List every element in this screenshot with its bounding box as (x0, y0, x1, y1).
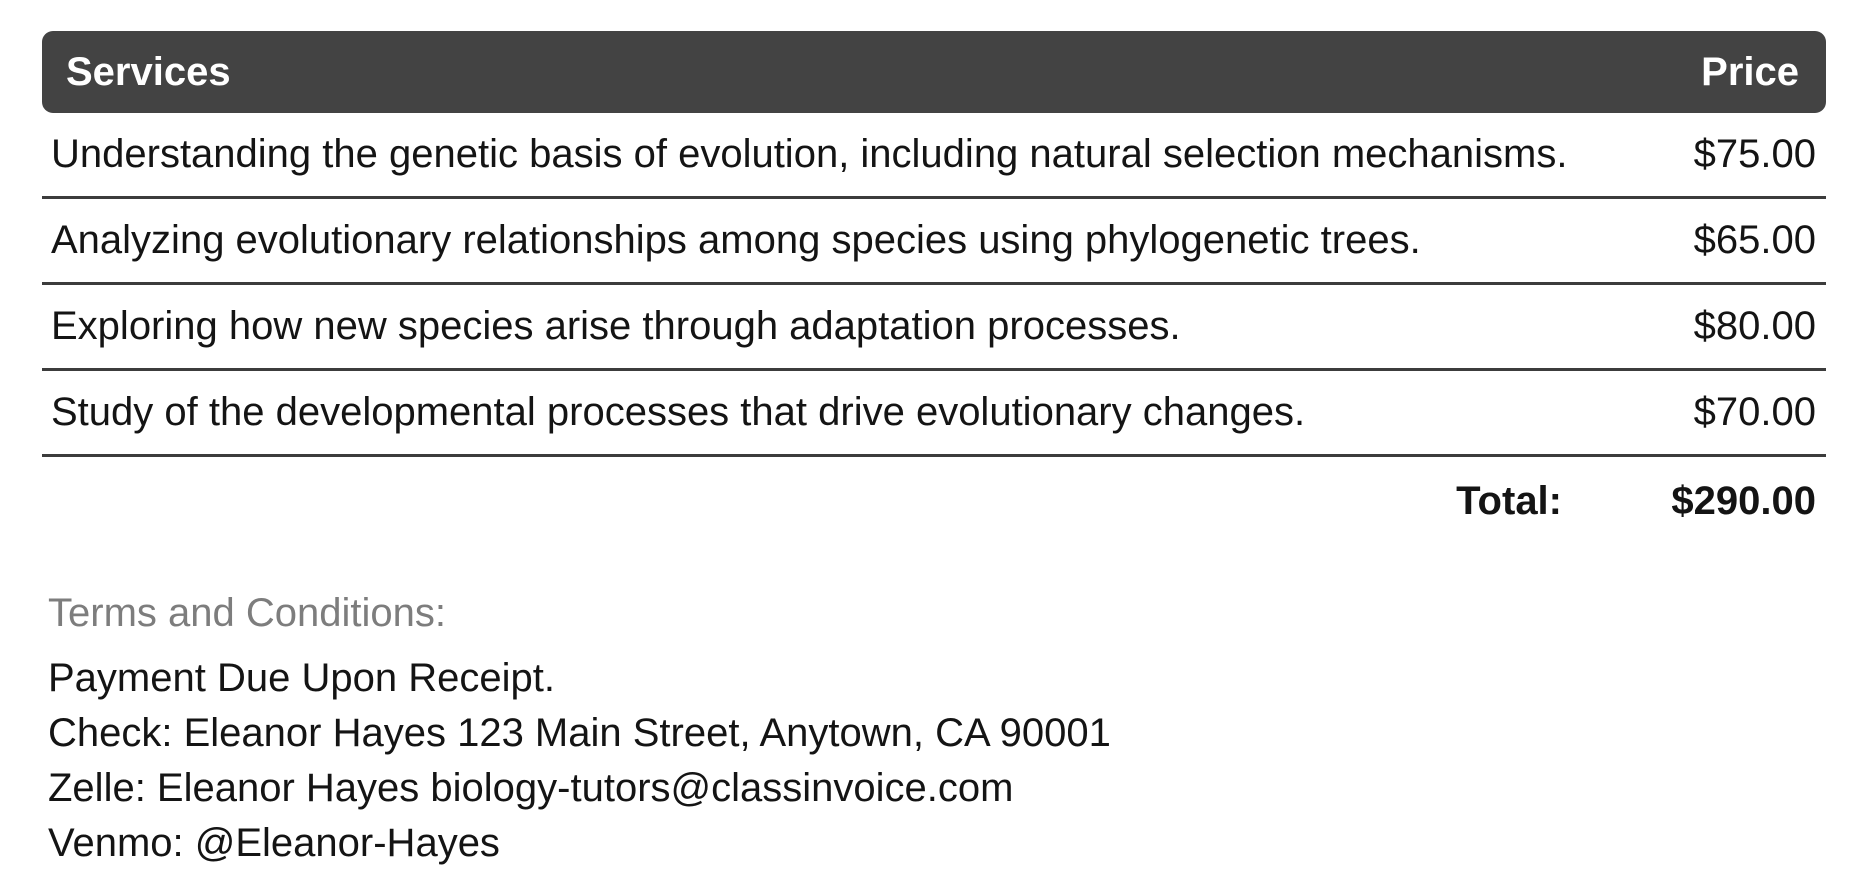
total-amount: $290.00 (1671, 478, 1816, 523)
price-cell: $65.00 (1693, 218, 1816, 262)
table-header-row: Services Price (42, 31, 1826, 113)
services-column-header: Services (66, 49, 231, 94)
table-row: Exploring how new species arise through … (42, 285, 1826, 371)
table-row: Analyzing evolutionary relationships amo… (42, 199, 1826, 285)
table-row: Study of the developmental processes tha… (42, 371, 1826, 457)
table-row: Understanding the genetic basis of evolu… (42, 113, 1826, 199)
terms-section: Terms and Conditions: Payment Due Upon R… (48, 589, 1826, 871)
service-description-cell: Analyzing evolutionary relationships amo… (51, 218, 1421, 262)
venmo-payment-line: Venmo: @Eleanor-Hayes (48, 821, 500, 865)
total-label: Total: (1456, 478, 1562, 523)
service-description-cell: Study of the developmental processes tha… (51, 390, 1306, 434)
services-table: Services Price Understanding the genetic… (42, 31, 1826, 545)
service-description-cell: Understanding the genetic basis of evolu… (51, 132, 1568, 176)
price-cell: $70.00 (1693, 390, 1816, 434)
zelle-payment-line: Zelle: Eleanor Hayes biology-tutors@clas… (48, 766, 1014, 810)
terms-heading: Terms and Conditions: (48, 591, 446, 635)
check-payment-line: Check: Eleanor Hayes 123 Main Street, An… (48, 711, 1111, 755)
payment-due-line: Payment Due Upon Receipt. (48, 656, 555, 700)
price-cell: $75.00 (1693, 132, 1816, 176)
price-cell: $80.00 (1693, 304, 1816, 348)
price-column-header: Price (1701, 49, 1799, 94)
total-row: Total: $290.00 (42, 457, 1826, 545)
service-description-cell: Exploring how new species arise through … (51, 304, 1181, 348)
